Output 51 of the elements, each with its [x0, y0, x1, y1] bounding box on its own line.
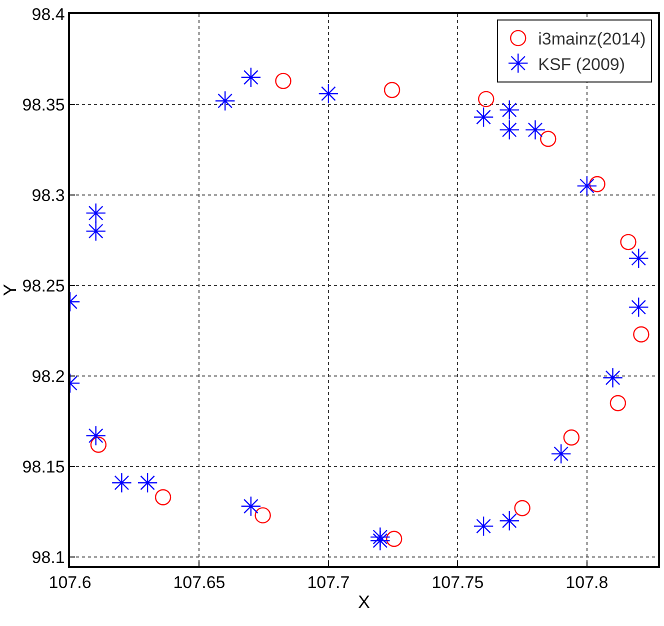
point	[473, 516, 494, 536]
point	[610, 395, 626, 412]
point	[154, 489, 172, 506]
point	[386, 530, 402, 547]
y-tick-label: 98.35	[22, 95, 65, 114]
y-tick-label: 98.3	[32, 186, 65, 205]
point	[318, 83, 339, 104]
point	[628, 248, 649, 269]
y-tick-label: 98.15	[22, 457, 65, 476]
point	[86, 202, 106, 224]
point	[550, 444, 572, 464]
point	[473, 106, 494, 128]
point	[86, 220, 106, 242]
point	[576, 176, 598, 196]
x-tick-label: 107.8	[566, 573, 608, 592]
point	[111, 472, 132, 493]
point	[214, 90, 236, 112]
point	[499, 100, 520, 120]
point	[633, 326, 650, 342]
legend-label: i3mainz(2014)	[538, 30, 646, 49]
point	[384, 82, 400, 98]
point	[275, 72, 292, 90]
point	[137, 472, 158, 493]
x-axis-title: X	[358, 592, 370, 612]
y-tick-label: 98.2	[32, 366, 65, 386]
point	[499, 120, 520, 140]
y-axis-title: Y	[0, 284, 20, 296]
y-tick-label: 98.25	[22, 276, 65, 296]
point	[90, 436, 107, 453]
point	[602, 368, 623, 388]
legend-label: KSF (2009)	[538, 54, 626, 74]
point	[370, 530, 390, 551]
y-tick-label: 98.4	[32, 4, 65, 24]
point	[514, 500, 530, 516]
x-tick-label: 107.7	[307, 573, 350, 592]
x-tick-label: 107.75	[432, 573, 484, 592]
point	[620, 234, 636, 250]
point	[240, 67, 262, 88]
point	[628, 296, 649, 318]
point	[589, 176, 606, 192]
point	[499, 510, 520, 531]
point	[563, 429, 580, 446]
point	[254, 507, 271, 524]
point	[525, 120, 546, 140]
y-tick-label: 98.1	[32, 548, 65, 567]
x-tick-label: 107.6	[48, 573, 92, 592]
point	[478, 90, 494, 108]
point	[86, 425, 106, 446]
point	[540, 130, 556, 147]
x-tick-label: 107.65	[173, 573, 226, 592]
point	[240, 496, 262, 516]
